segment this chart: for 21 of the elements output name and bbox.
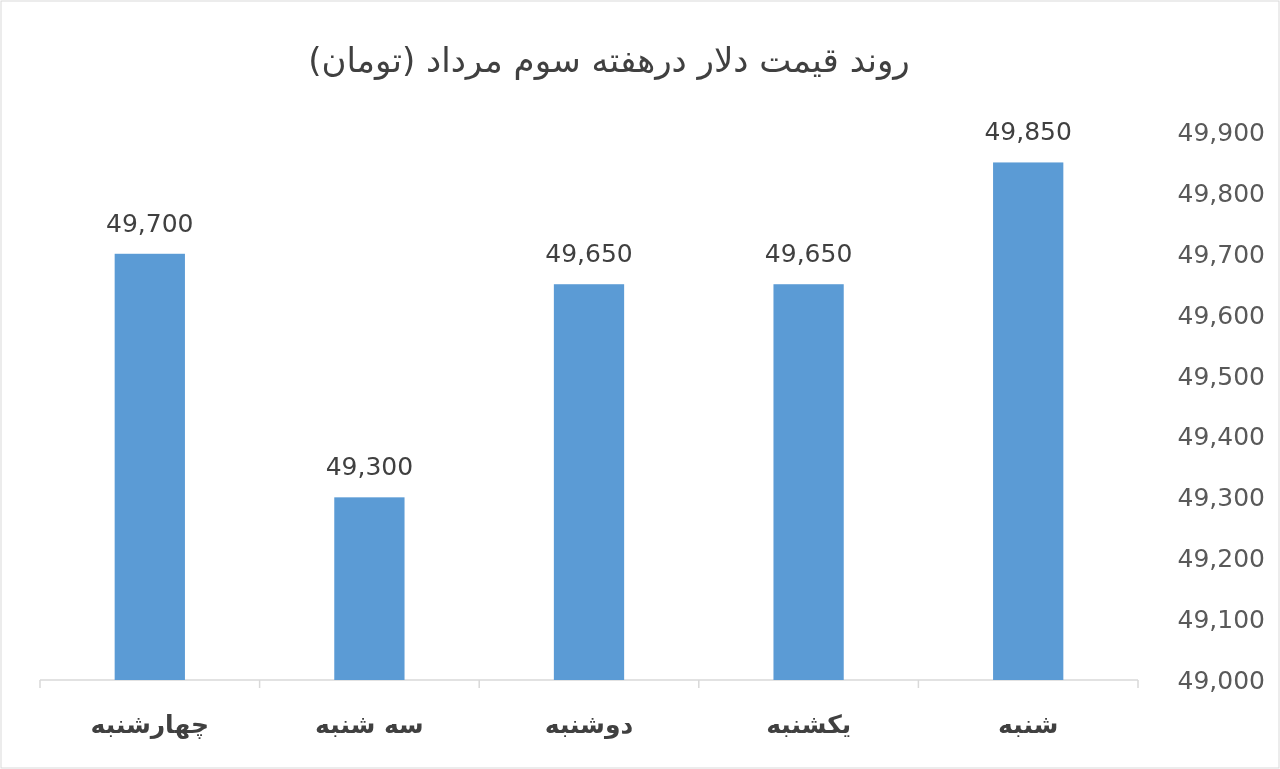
y-tick-label: 49,000 [1177,666,1265,695]
y-tick-label: 49,500 [1177,361,1265,391]
y-tick-label: 49,200 [1177,544,1265,574]
chart-title: روند قیمت دلار درهفته سوم مرداد (تومان) [308,40,910,81]
y-tick-label: 49,300 [1177,483,1265,513]
y-tick-label: 49,100 [1177,605,1265,635]
data-label: 49,650 [764,239,853,269]
y-tick-label: 49,900 [1177,118,1265,147]
y-tick-label: 49,800 [1177,178,1265,208]
y-tick-label: 49,600 [1177,300,1265,330]
data-label: 49,700 [106,208,194,238]
x-tick-label: شنبه [998,710,1059,739]
data-label: 49,850 [984,117,1072,147]
x-tick-label: چهارشنبه [90,710,210,740]
y-tick-label: 49,700 [1177,239,1265,269]
data-label: 49,650 [545,239,633,269]
data-label: 49,300 [325,452,414,482]
x-tick-label: یکشنبه [766,710,852,739]
x-tick-label: سه شنبه [315,710,424,739]
x-tick-label: دوشنبه [544,710,634,740]
y-tick-label: 49,400 [1177,422,1265,452]
